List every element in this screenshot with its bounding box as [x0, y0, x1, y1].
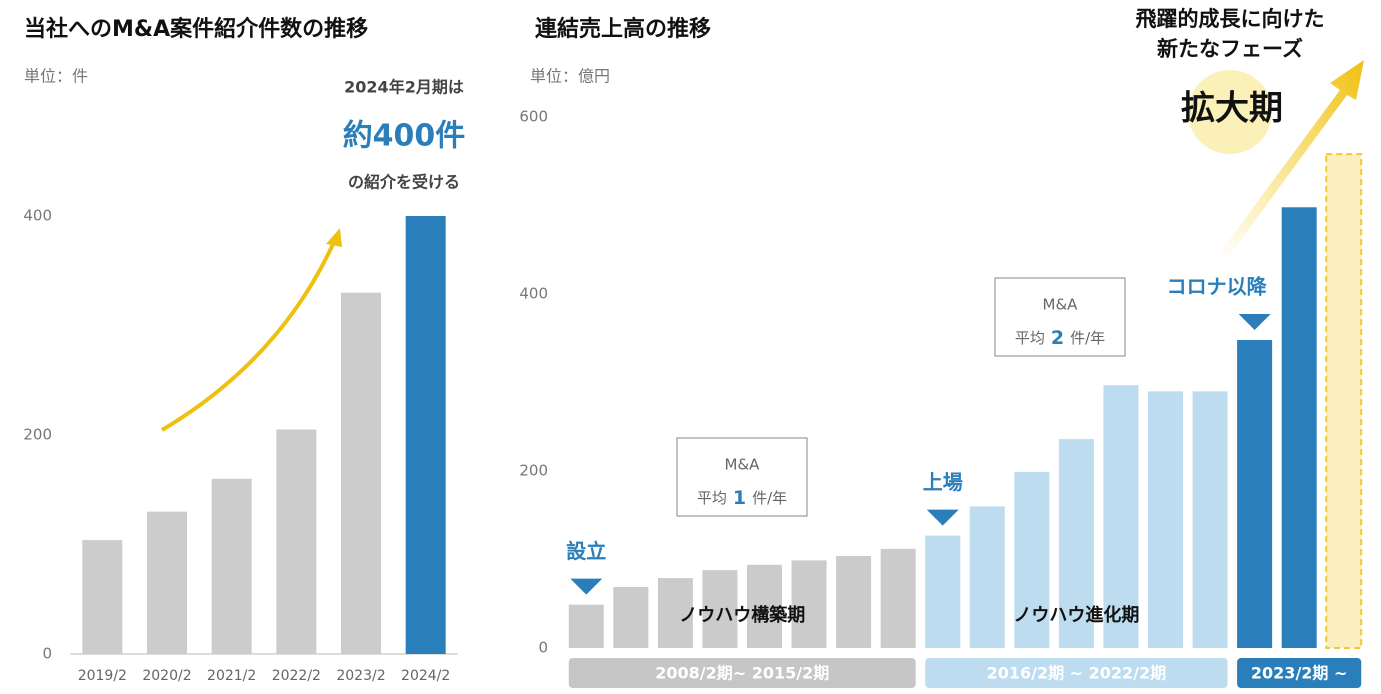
unit-label: 単位：件: [24, 67, 88, 86]
bar: [925, 535, 961, 648]
milestone-marker: [1238, 314, 1271, 331]
bar: [747, 564, 782, 648]
bar: [1058, 439, 1094, 648]
suffix: 件/年: [1070, 329, 1105, 347]
bar: [147, 511, 187, 654]
x-tick-label: 2019/2: [78, 668, 127, 684]
milestone-label: 設立: [566, 539, 606, 563]
x-tick-label: 2021/2: [207, 668, 256, 684]
headline: 飛躍的成長に向けた: [1136, 7, 1325, 31]
x-tick-label: 2024/2: [401, 668, 450, 684]
y-tick-label: 400: [519, 285, 548, 303]
x-tick-label: 2020/2: [142, 668, 191, 684]
period-label: 2016/2期 ~ 2022/2期: [987, 664, 1167, 683]
y-tick-label: 400: [23, 207, 52, 225]
chart-title: 連結売上高の推移: [535, 16, 711, 42]
bar: [791, 560, 827, 648]
bar: [276, 429, 317, 654]
bar: [1237, 340, 1273, 648]
suffix: 件/年: [752, 489, 787, 507]
bar: [405, 216, 446, 654]
prefix: 平均: [697, 489, 727, 507]
period-band: [568, 658, 916, 688]
period-label: 2023/2期 ~: [1251, 664, 1348, 683]
ma-box: [994, 277, 1126, 357]
milestone-label: コロナ以降: [1167, 275, 1268, 299]
bar: [1325, 153, 1363, 649]
y-tick-label: 600: [519, 108, 548, 126]
bar: [1148, 391, 1183, 648]
growth-arrow: [160, 241, 336, 432]
bar: [211, 478, 252, 654]
ma-box: [676, 437, 808, 517]
highlight-circle: [1188, 70, 1272, 154]
period-band: [925, 658, 1228, 688]
phase-name: 拡大期: [1181, 89, 1283, 129]
milestone-marker: [570, 578, 603, 595]
bar: [657, 578, 693, 648]
bar: [1192, 391, 1228, 648]
period-label: 2008/2期~ 2015/2期: [655, 664, 829, 683]
ma-box-title: M&A: [725, 456, 761, 474]
period-band: [1237, 658, 1362, 688]
chart-title: 当社へのM&A案件紹介件数の推移: [24, 16, 368, 42]
prefix: 平均: [1015, 329, 1045, 347]
number: 2: [1051, 327, 1064, 349]
milestone-label: 上場: [923, 470, 963, 494]
bar: [341, 292, 381, 654]
phase-label: ノウハウ進化期: [1013, 604, 1139, 626]
arrow-head: [326, 228, 342, 247]
bar: [613, 586, 649, 648]
bar: [1103, 385, 1139, 648]
milestone-marker: [926, 509, 959, 526]
ma-box-average: 平均 2 件/年: [1015, 327, 1105, 349]
bar: [880, 548, 916, 648]
y-tick-label: 200: [519, 462, 548, 480]
unit-label: 単位：億円: [530, 67, 610, 86]
number: 1: [733, 487, 746, 509]
annotation: の紹介を受ける: [348, 173, 460, 192]
bar: [568, 604, 604, 648]
x-tick-label: 2023/2: [336, 668, 385, 684]
bar: [1014, 471, 1050, 648]
bar: [82, 540, 123, 654]
headline: 新たなフェーズ: [1157, 37, 1303, 61]
annotation: 2024年2月期は: [344, 78, 464, 97]
y-tick-label: 200: [23, 426, 52, 444]
y-tick-label: 0: [42, 645, 52, 663]
bar: [1281, 207, 1317, 648]
x-tick-label: 2022/2: [272, 668, 321, 684]
ma-box-title: M&A: [1043, 296, 1079, 314]
ma-box-average: 平均 1 件/年: [697, 487, 787, 509]
annotation: 約400件: [343, 119, 466, 154]
bar: [836, 555, 872, 648]
bar: [702, 570, 738, 648]
bar: [969, 506, 1005, 648]
phase-label: ノウハウ構築期: [679, 604, 805, 626]
y-tick-label: 0: [538, 639, 548, 657]
growth-arrow: [1218, 60, 1364, 260]
